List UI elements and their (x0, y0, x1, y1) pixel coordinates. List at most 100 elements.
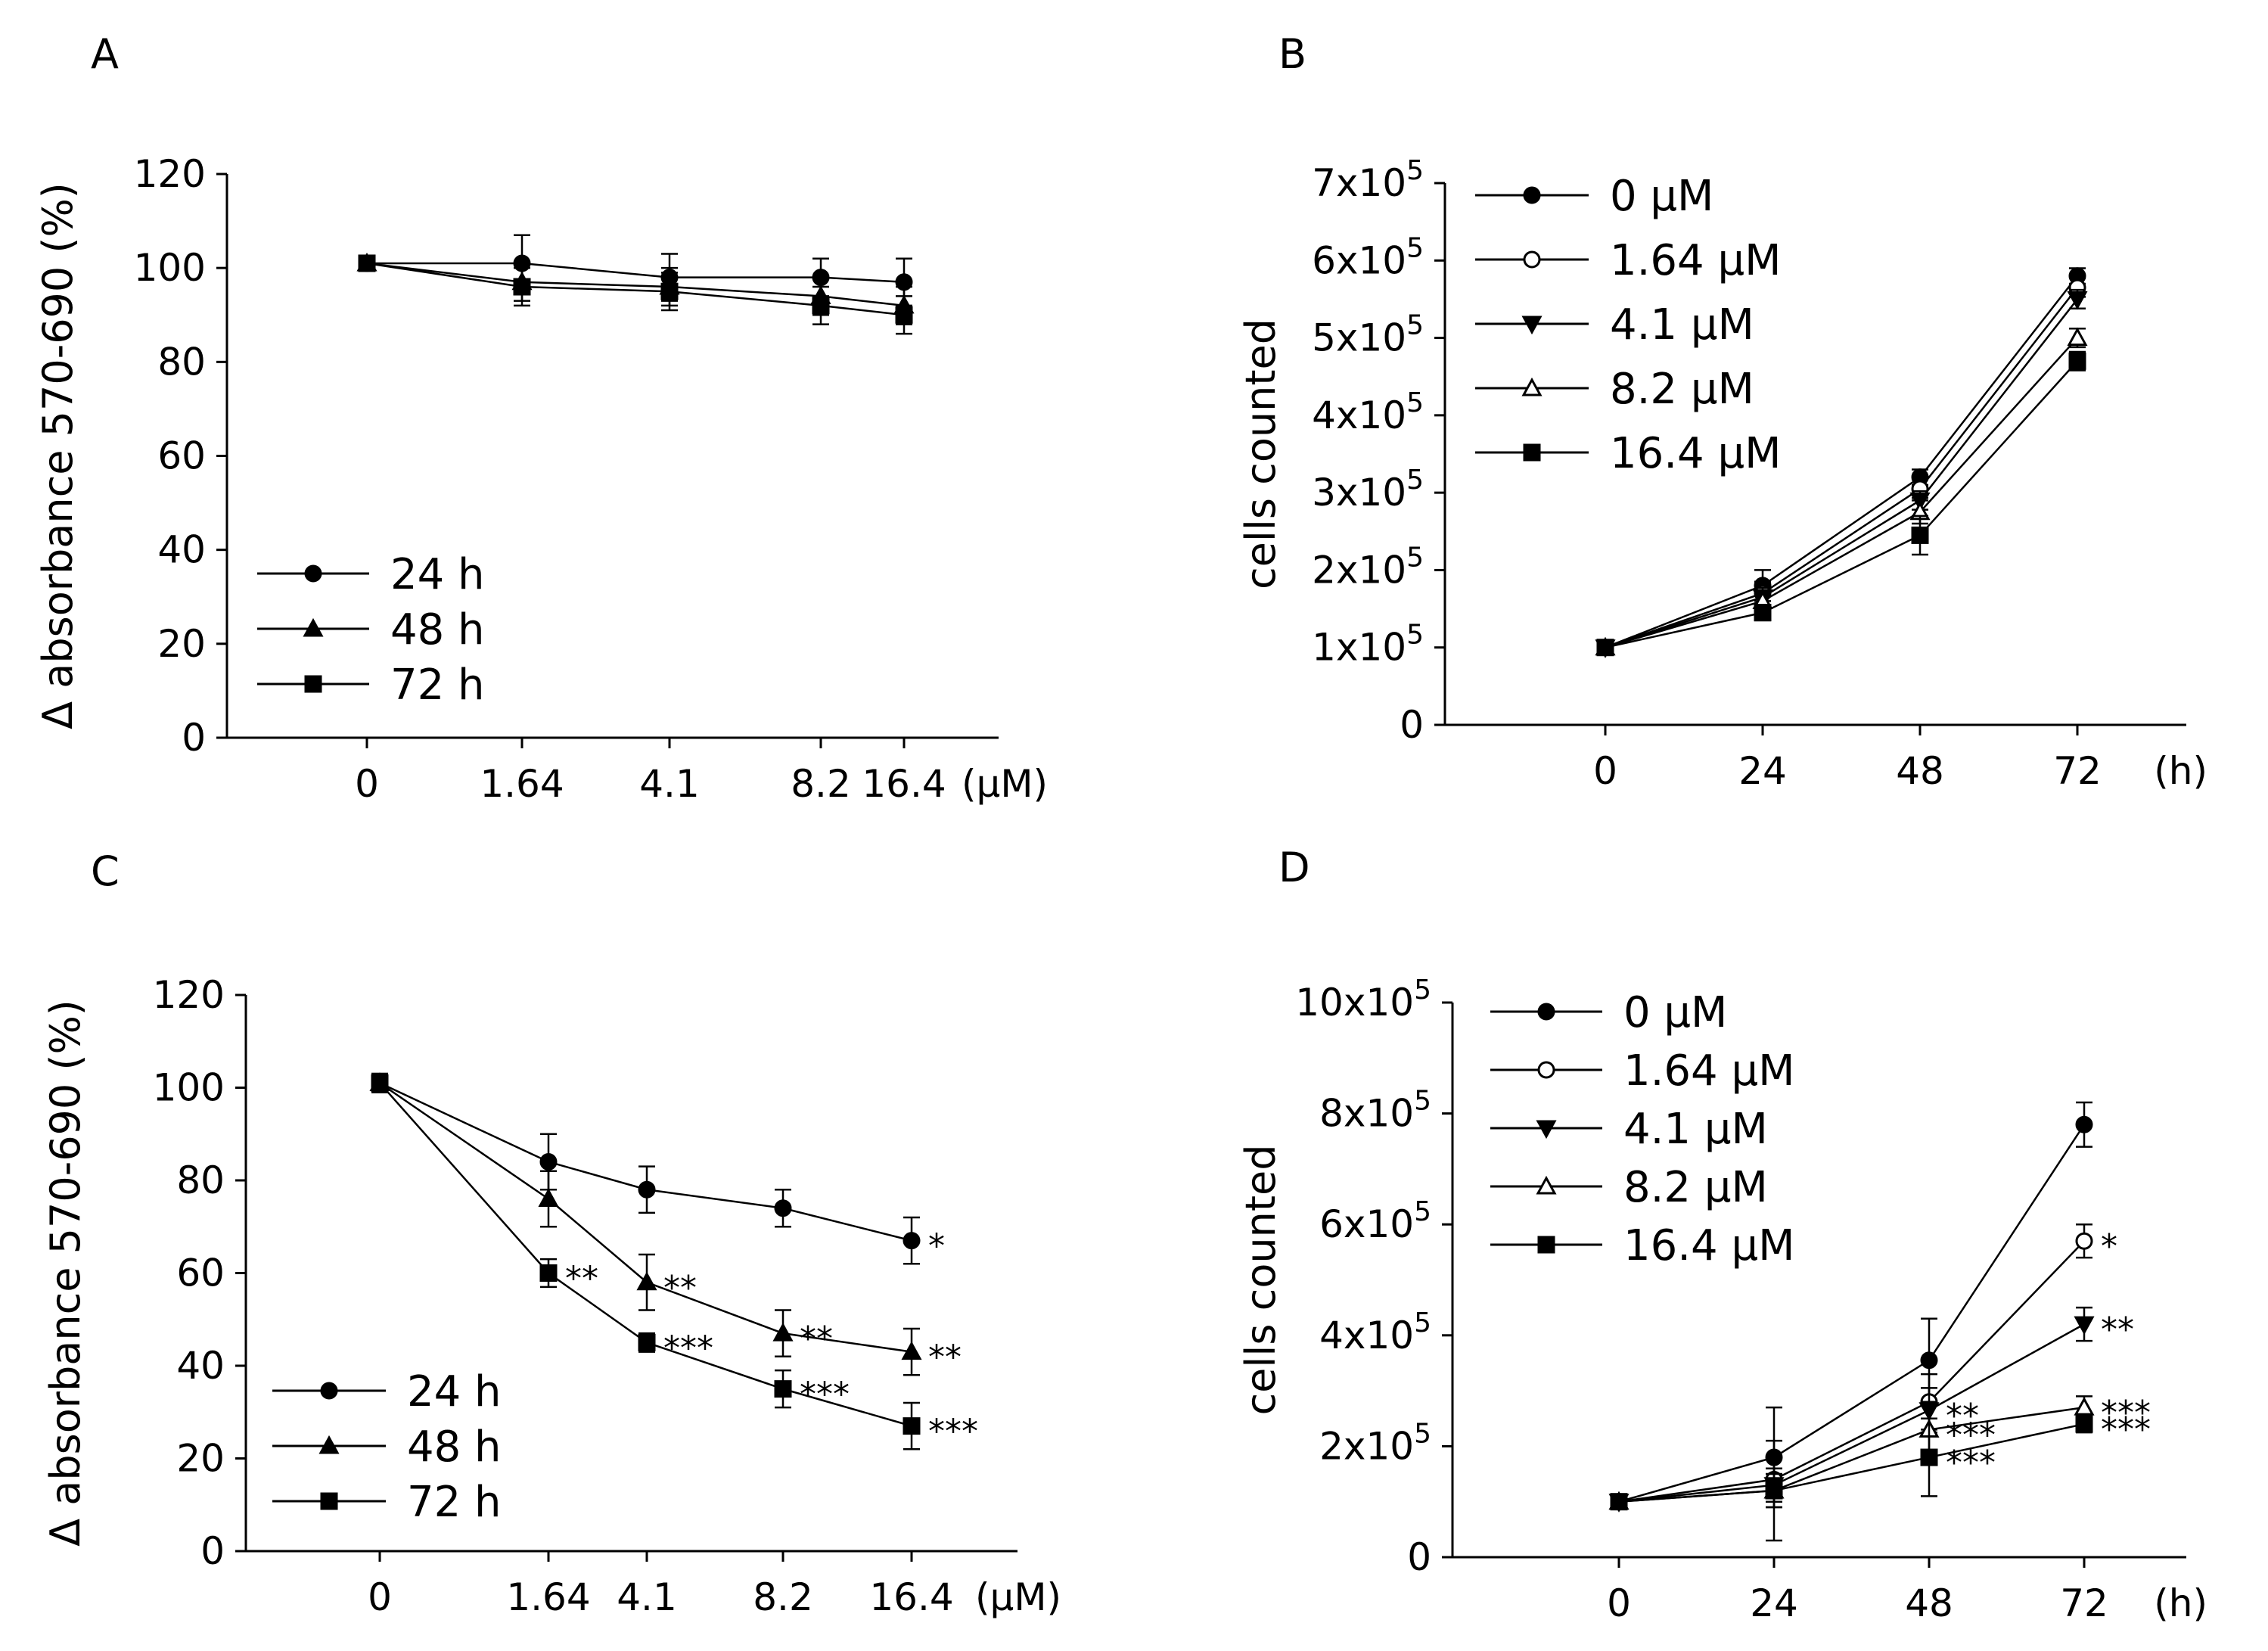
significance-label: *** (663, 1329, 713, 1367)
x-tick-label: 0 (1607, 1581, 1631, 1625)
series-line (1618, 1422, 2085, 1503)
data-point (772, 1323, 794, 1342)
data-point (660, 282, 679, 300)
x-tick-label: 24 (1738, 749, 1787, 793)
y-tick-label: 7x105 (1312, 155, 1424, 205)
significance-label: * (928, 1227, 945, 1266)
x-tick-label: 24 (1750, 1581, 1798, 1625)
legend-marker (1523, 250, 1541, 269)
significance-label: ** (1946, 1397, 1979, 1435)
series-line (379, 1082, 912, 1353)
legend-label: 4.1 μM (1623, 1105, 1768, 1154)
y-tick-label: 100 (153, 1066, 225, 1110)
y-tick-label: 8x105 (1319, 1086, 1431, 1136)
significance-label: ** (2101, 1311, 2134, 1349)
significance-label: *** (800, 1376, 850, 1414)
y-tick-label: 120 (134, 152, 206, 196)
legend-label: 48 h (390, 605, 485, 654)
legend-label: 72 h (407, 1478, 502, 1527)
y-tick-label: 20 (176, 1437, 225, 1481)
y-tick-label: 0 (182, 716, 206, 760)
series-4: *** *** (1610, 1410, 2151, 1542)
y-tick-label: 10x105 (1295, 975, 1431, 1024)
legend-marker (1521, 377, 1543, 396)
x-unit-label: (μM) (975, 1575, 1061, 1619)
y-tick-label: 120 (153, 973, 225, 1017)
data-point (539, 1153, 558, 1171)
significance-label: *** (1946, 1444, 1996, 1482)
data-point (371, 1074, 389, 1092)
legend: 24 h 48 h 72 h (257, 550, 485, 710)
panel-letter: C (91, 847, 120, 895)
series-line (1605, 360, 2078, 648)
data-point (1920, 1448, 1938, 1466)
legend-label: 0 μM (1623, 988, 1727, 1037)
legend-label: 1.64 μM (1610, 236, 1781, 285)
y-tick-label: 6x105 (1319, 1196, 1431, 1246)
data-point (2074, 1316, 2095, 1335)
legend-marker (1537, 1236, 1555, 1254)
data-point (1596, 639, 1614, 657)
x-tick-label: 0 (1593, 749, 1617, 793)
data-point (1754, 604, 1772, 622)
panel-c: C 0 20 40 60 80 100 120 0 1.64 4.1 8.2 16.4 (μM) Δ abs… (42, 847, 1061, 1619)
legend: 0 μM 1.64 μM 4.1 μM 8.2 μM 16.4 μM (1490, 988, 1794, 1270)
legend: 24 h 48 h 72 h (272, 1367, 502, 1527)
legend-label: 1.64 μM (1623, 1046, 1794, 1096)
legend-marker (318, 1435, 340, 1454)
data-point (1911, 526, 1929, 544)
legend-label: 16.4 μM (1623, 1221, 1794, 1270)
x-tick-label: 16.4 (869, 1575, 953, 1619)
y-tick-label: 0 (200, 1529, 225, 1573)
x-unit-label: (h) (2154, 1581, 2207, 1625)
legend-marker (304, 564, 322, 583)
y-tick-label: 4x105 (1319, 1307, 1431, 1357)
data-point (2075, 1232, 2093, 1250)
legend-label: 24 h (390, 550, 485, 599)
legend-marker (320, 1492, 338, 1510)
legend-label: 0 μM (1610, 172, 1713, 221)
x-tick-label: 8.2 (791, 762, 851, 806)
series-line (1618, 1406, 2085, 1503)
legend: 0 μM 1.64 μM 4.1 μM 8.2 μM 16.4 μM (1475, 172, 1781, 478)
y-tick-label: 0 (1400, 703, 1424, 747)
legend-marker (320, 1382, 338, 1400)
legend-label: 4.1 μM (1610, 300, 1754, 350)
panel-d: D 0 2x105 4x105 6x105 8x105 10x105 0 24 48 72 (h) ce… (1237, 844, 2207, 1625)
series-line (379, 1082, 912, 1242)
panel-letter: A (91, 30, 119, 78)
data-point (903, 1417, 921, 1435)
data-point (1610, 1493, 1628, 1511)
y-tick-label: 80 (176, 1158, 225, 1202)
series-line (1605, 337, 2078, 648)
x-tick-label: 16.4 (862, 762, 946, 806)
legend-label: 48 h (407, 1422, 502, 1472)
x-tick-label: 8.2 (753, 1575, 813, 1619)
series-line (1605, 275, 2078, 648)
series-line (1605, 287, 2078, 648)
legend-label: 24 h (407, 1367, 502, 1416)
x-tick-label: 1.64 (480, 762, 564, 806)
y-tick-label: 60 (157, 434, 206, 478)
legend-label: 8.2 μM (1610, 365, 1754, 414)
x-unit-label: (h) (2154, 749, 2207, 793)
y-axis-label: Δ absorbance 570-690 (%) (34, 182, 82, 729)
y-tick-label: 40 (176, 1344, 225, 1388)
data-point (2075, 1115, 2093, 1133)
data-point (1765, 1482, 1783, 1500)
series-line (1605, 298, 2078, 648)
legend-marker (1523, 186, 1541, 204)
y-tick-label: 4x105 (1312, 387, 1424, 437)
legend-marker (303, 617, 324, 637)
legend-label: 72 h (390, 661, 485, 710)
data-point (638, 1333, 656, 1351)
y-tick-label: 60 (176, 1251, 225, 1295)
y-tick-label: 2x105 (1312, 542, 1424, 592)
legend-marker (1536, 1120, 1557, 1140)
panel-letter: B (1278, 30, 1306, 78)
x-tick-label: 72 (2060, 1581, 2108, 1625)
significance-label: ** (800, 1320, 833, 1358)
legend-marker (1537, 1061, 1555, 1079)
panel-b: B 0 1x105 2x105 3x105 4x105 5x105 6x105 7x105 0 24… (1237, 30, 2207, 793)
